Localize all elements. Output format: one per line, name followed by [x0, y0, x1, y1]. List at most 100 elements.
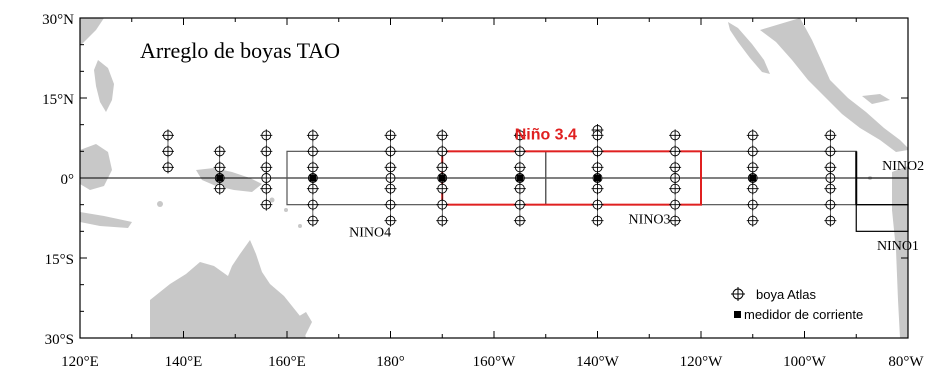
buoy-marker [384, 161, 397, 174]
current-meter-marker [309, 174, 317, 182]
land-caribbean [862, 94, 890, 104]
buoy-marker [591, 214, 604, 227]
buoy-marker [213, 161, 226, 174]
buoy-marker [384, 129, 397, 142]
land-new-zealand [296, 312, 312, 338]
region-label-nino1: NINO1 [877, 239, 919, 254]
land-australia [150, 240, 306, 338]
region-label-nino3: NINO3 [629, 212, 671, 227]
buoy-marker [436, 182, 449, 195]
current-meter-markers [216, 174, 757, 182]
buoy-marker [436, 145, 449, 158]
region-label-nino34: Niño 3.4 [515, 127, 577, 144]
buoy-marker [746, 145, 759, 158]
land-island [157, 201, 163, 207]
land-asia [80, 18, 104, 46]
region-label-nino12: NINO2 [882, 159, 924, 174]
legend-buoy-symbol [731, 287, 745, 301]
buoy-marker [669, 198, 682, 211]
lat-tick-label: 15°S [45, 252, 74, 268]
legend-meter-label: medidor de corriente [744, 307, 863, 322]
lon-tick-label: 180° [376, 354, 405, 370]
lon-tick-label: 140°E [165, 354, 203, 370]
buoy-marker [213, 145, 226, 158]
buoy-marker [591, 182, 604, 195]
buoy-marker [824, 214, 837, 227]
buoy-marker [306, 129, 319, 142]
buoy-marker [436, 198, 449, 211]
buoy-marker [513, 182, 526, 195]
current-meter-marker [516, 174, 524, 182]
buoy-marker [824, 172, 837, 184]
buoy-marker [436, 129, 449, 142]
current-meter-marker [438, 174, 446, 182]
buoy-marker [260, 172, 273, 184]
buoy-marker [746, 182, 759, 195]
buoy-marker [260, 161, 273, 174]
buoy-marker [591, 161, 604, 174]
land-borneo [80, 144, 112, 190]
current-meter-marker [594, 174, 601, 182]
buoy-marker [746, 129, 759, 142]
map-axes: 30°N 15°N 0° 15°S 30°S 120°E 140°E 160°E 180° 160… [42, 12, 924, 370]
land-island [284, 208, 288, 212]
buoy-marker [260, 182, 273, 195]
current-meter-marker [216, 174, 224, 182]
lon-tick-label: 120°W [680, 354, 723, 370]
buoy-marker [260, 129, 273, 142]
buoy-marker [384, 182, 397, 195]
buoy-marker [384, 214, 397, 227]
buoy-marker [384, 198, 397, 211]
legend-meter-symbol [734, 311, 741, 318]
lat-tick-label: 0° [61, 172, 75, 188]
lon-tick-label: 160°W [473, 354, 516, 370]
buoy-marker [260, 198, 273, 211]
buoy-marker [513, 129, 526, 142]
buoy-marker [824, 198, 837, 211]
buoy-marker [669, 129, 682, 142]
land-island [298, 224, 302, 228]
buoy-markers [161, 124, 837, 227]
buoy-marker [306, 161, 319, 174]
buoy-marker [669, 172, 682, 184]
buoy-marker [591, 145, 604, 158]
buoy-marker [824, 161, 837, 174]
buoy-marker [746, 198, 759, 211]
buoy-marker [306, 182, 319, 195]
current-meter-marker [749, 174, 757, 182]
buoy-marker [436, 161, 449, 174]
buoy-marker [513, 198, 526, 211]
buoy-marker [306, 214, 319, 227]
buoy-marker [513, 145, 526, 158]
buoy-marker [513, 161, 526, 174]
buoy-marker [513, 214, 526, 227]
lon-tick-label: 160°E [268, 354, 306, 370]
buoy-marker [591, 198, 604, 211]
buoy-marker [161, 145, 174, 158]
buoy-marker [306, 145, 319, 158]
legend-buoy-label: boya Atlas [756, 287, 816, 302]
land-masses [80, 18, 908, 338]
map-title: Arreglo de boyas TAO [140, 38, 340, 63]
buoy-marker [824, 145, 837, 158]
lat-tick-label: 15°N [42, 92, 74, 108]
legend: boya Atlas medidor de corriente [731, 287, 863, 322]
buoy-marker [436, 214, 449, 227]
buoy-marker [384, 145, 397, 158]
land-java [80, 212, 132, 228]
buoy-marker [669, 145, 682, 158]
buoy-marker [669, 214, 682, 227]
buoy-marker [161, 129, 174, 142]
land-philippines [94, 60, 114, 112]
land-new-guinea [196, 168, 262, 192]
buoy-marker [260, 145, 273, 158]
buoy-marker [824, 129, 837, 142]
buoy-marker [746, 214, 759, 227]
lon-tick-label: 140°W [576, 354, 619, 370]
buoy-marker [669, 182, 682, 195]
land-island [269, 197, 275, 203]
land-baja [728, 22, 770, 74]
lat-tick-label: 30°S [45, 332, 74, 348]
buoy-marker [306, 198, 319, 211]
region-label-nino4: NINO4 [349, 226, 391, 241]
